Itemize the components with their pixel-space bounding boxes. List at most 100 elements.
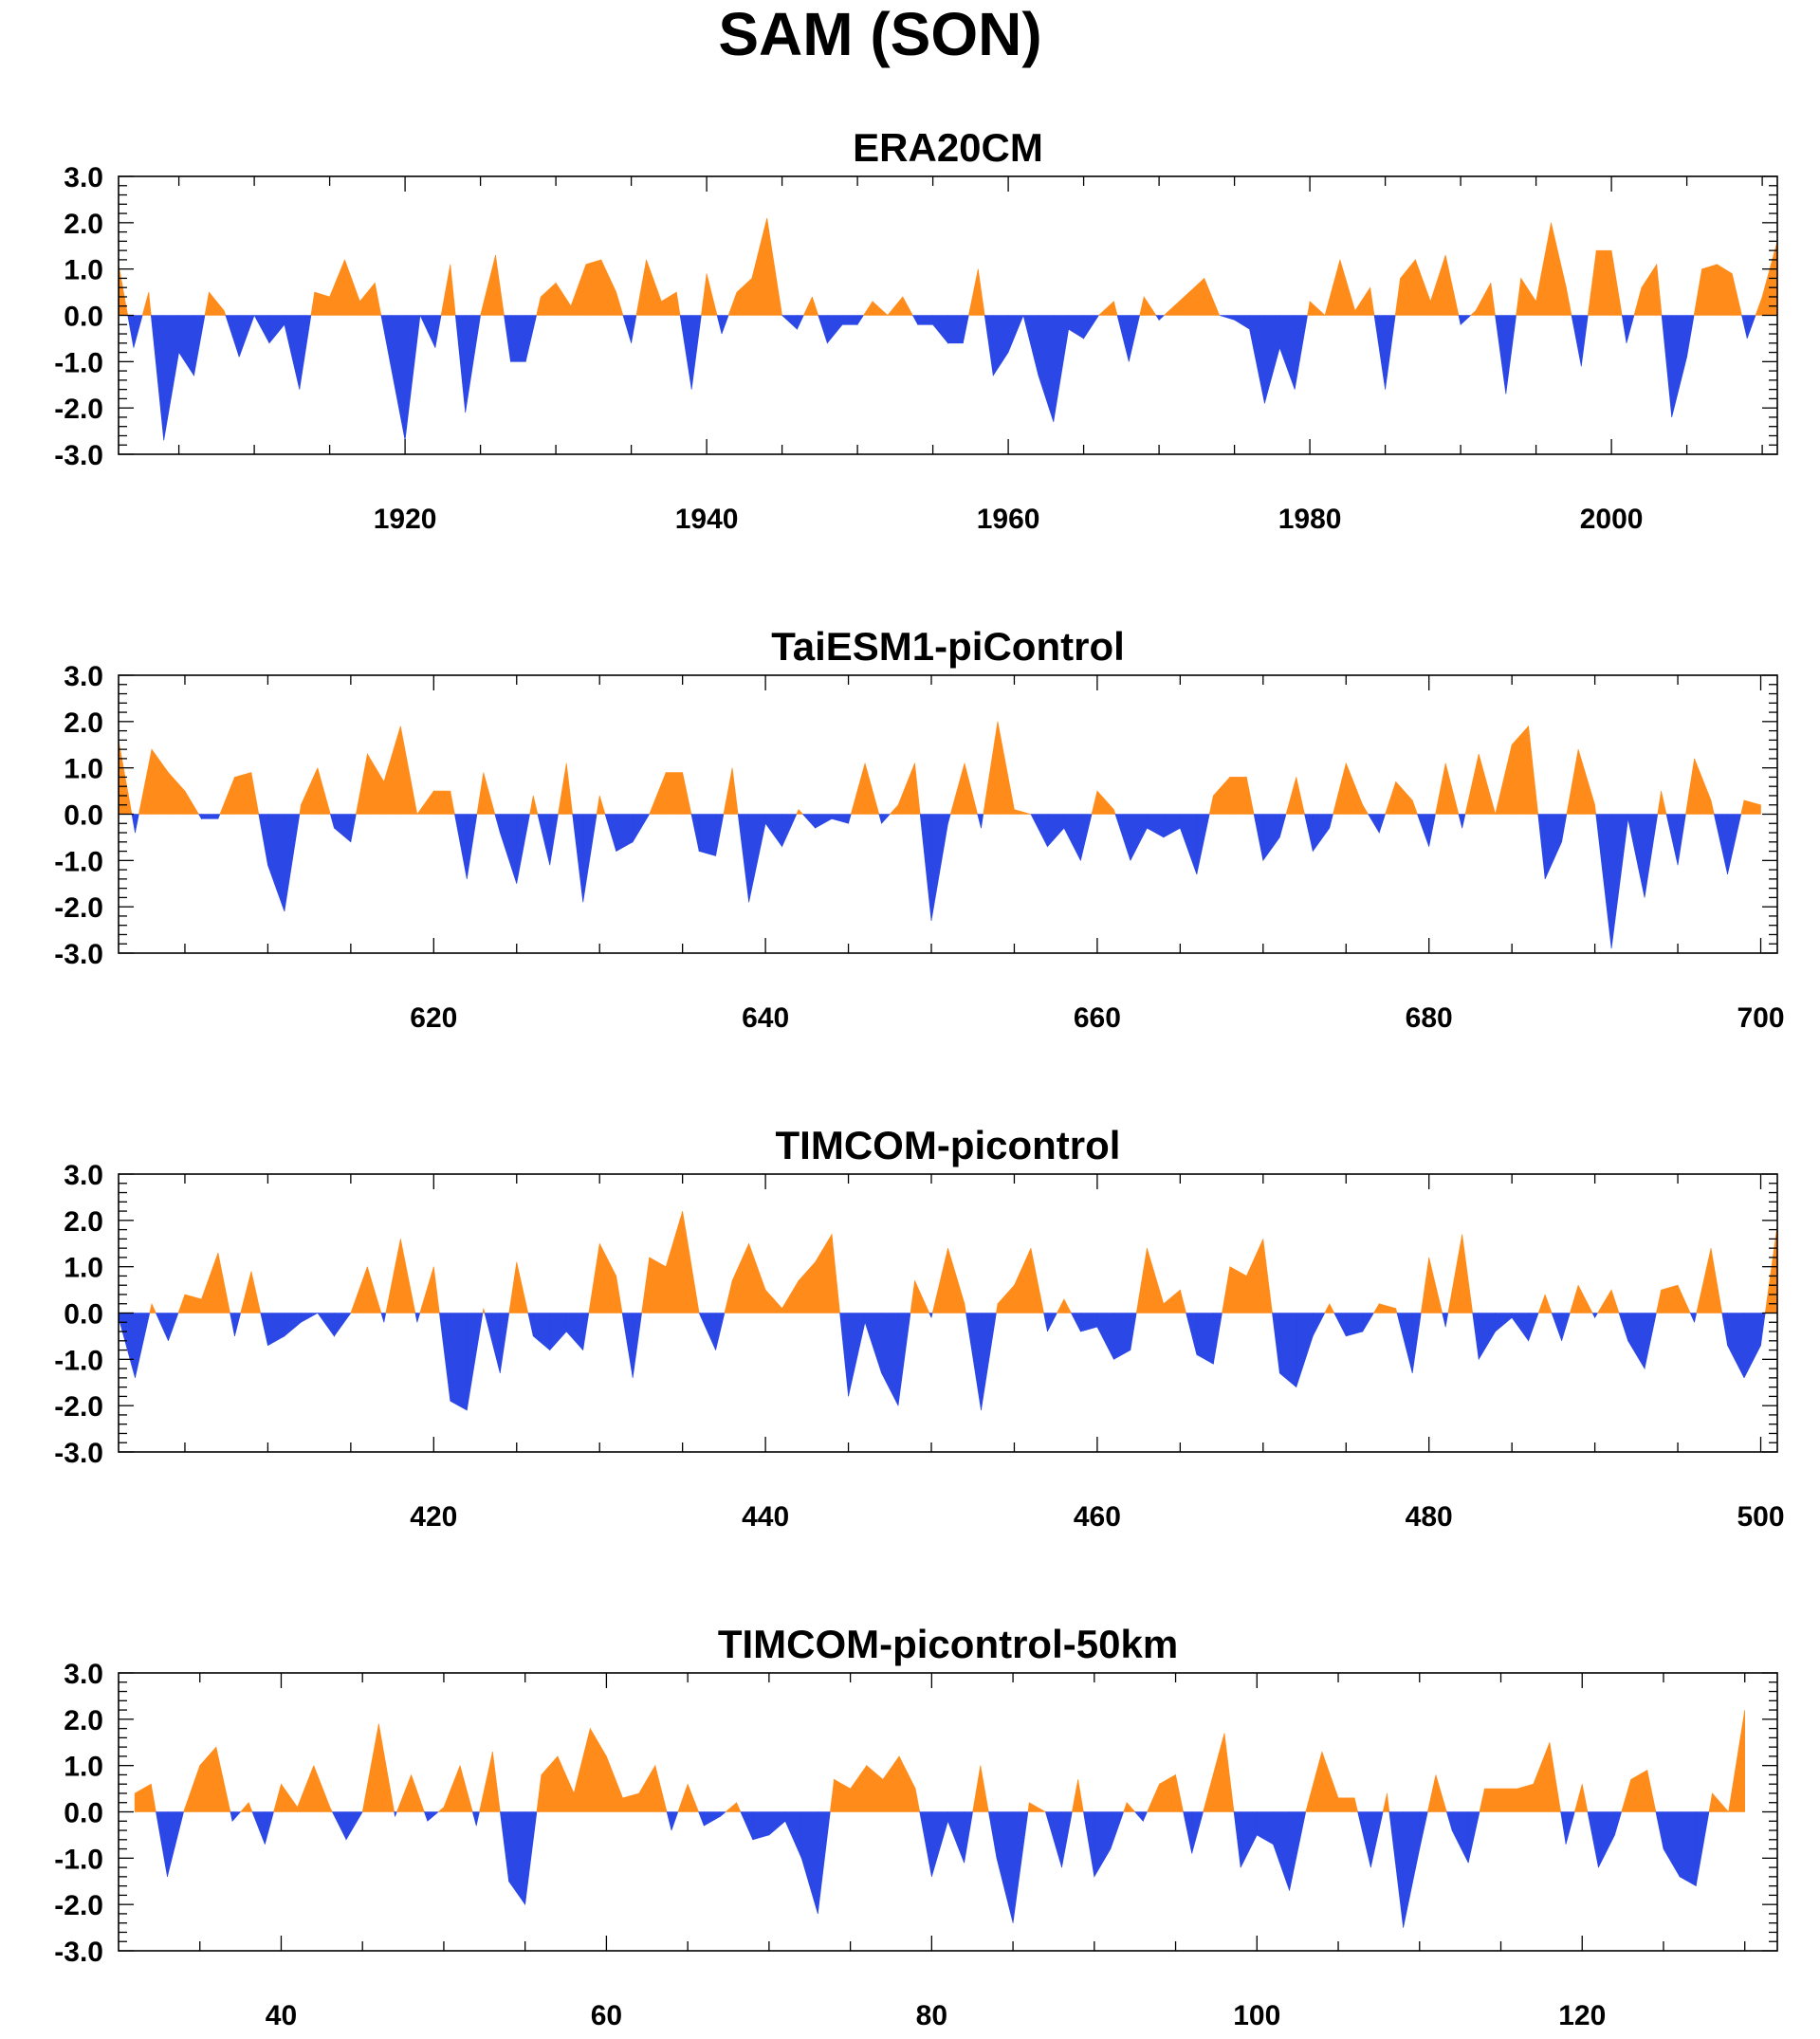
positive-area-segment bbox=[1091, 791, 1098, 815]
positive-area-segment bbox=[565, 762, 573, 815]
negative-area-segment bbox=[919, 814, 932, 921]
positive-area-segment bbox=[1305, 1751, 1323, 1812]
negative-area-segment bbox=[565, 1313, 584, 1351]
negative-area-segment bbox=[781, 315, 798, 330]
negative-area-segment bbox=[1403, 1811, 1421, 1928]
x-tick-label: 1980 bbox=[1278, 504, 1342, 535]
positive-area-segment bbox=[815, 1233, 833, 1313]
positive-area-segment bbox=[727, 291, 738, 316]
positive-area-segment bbox=[1577, 749, 1595, 815]
negative-area-segment bbox=[1289, 1811, 1307, 1891]
negative-area-segment bbox=[1591, 1313, 1595, 1318]
negative-area-segment bbox=[1743, 1313, 1761, 1379]
positive-area-segment bbox=[665, 1210, 683, 1313]
positive-area-segment bbox=[1701, 264, 1718, 316]
negative-area-segment bbox=[947, 1811, 965, 1864]
negative-area-segment bbox=[1345, 1313, 1364, 1337]
positive-area-segment bbox=[864, 762, 880, 815]
negative-area-segment bbox=[454, 814, 468, 879]
negative-area-segment bbox=[930, 1313, 933, 1318]
positive-area-segment bbox=[329, 259, 345, 316]
negative-area-segment bbox=[878, 814, 882, 824]
negative-area-segment bbox=[1186, 1313, 1198, 1355]
positive-area-segment bbox=[281, 1783, 298, 1812]
negative-area-segment bbox=[1444, 1313, 1449, 1328]
positive-area-segment bbox=[416, 790, 434, 815]
positive-area-segment bbox=[677, 1784, 689, 1812]
negative-area-segment bbox=[671, 1811, 679, 1831]
y-tick-label: 0.0 bbox=[64, 800, 103, 832]
positive-area-segment bbox=[1594, 804, 1597, 815]
negative-area-segment bbox=[484, 1313, 501, 1374]
negative-area-segment bbox=[1595, 814, 1612, 949]
negative-area-segment bbox=[800, 1811, 818, 1915]
negative-area-segment bbox=[1362, 1313, 1374, 1333]
negative-area-segment bbox=[1113, 1313, 1131, 1360]
positive-area-segment bbox=[585, 259, 602, 316]
negative-area-segment bbox=[329, 814, 335, 829]
positive-area-segment bbox=[949, 762, 965, 815]
negative-area-segment bbox=[1746, 315, 1756, 340]
positive-area-segment bbox=[1213, 776, 1231, 815]
negative-area-segment bbox=[1134, 1811, 1144, 1823]
positive-area-segment bbox=[148, 292, 152, 316]
positive-area-segment bbox=[1595, 249, 1612, 316]
negative-area-segment bbox=[1598, 1811, 1615, 1868]
positive-area-segment bbox=[118, 264, 129, 316]
panel-3: TIMCOM-picontrol 3.0 2.0 1.0 0.0 -1.0 -2.0 -3.0… bbox=[54, 1123, 1784, 1533]
positive-area-segment bbox=[622, 1792, 640, 1812]
negative-area-segment bbox=[1262, 814, 1280, 862]
positive-area-segment bbox=[495, 254, 505, 316]
positive-area-segment bbox=[641, 1257, 650, 1313]
y-tick-label: 2.0 bbox=[64, 707, 103, 739]
positive-area-segment bbox=[134, 1783, 152, 1812]
positive-area-segment bbox=[240, 1271, 252, 1313]
positive-area-segment bbox=[1382, 1792, 1388, 1812]
negative-area-segment bbox=[284, 315, 301, 390]
x-tick-label: 1960 bbox=[977, 504, 1040, 535]
positive-area-segment bbox=[433, 790, 451, 815]
positive-area-segment bbox=[541, 1755, 559, 1812]
negative-area-segment bbox=[454, 315, 467, 413]
y-tick-label: 0.0 bbox=[64, 302, 103, 333]
positive-area-segment bbox=[1581, 1784, 1589, 1812]
negative-area-segment bbox=[1130, 1313, 1137, 1350]
negative-area-segment bbox=[1695, 1811, 1710, 1886]
negative-area-segment bbox=[1621, 315, 1627, 343]
negative-area-segment bbox=[1061, 1811, 1073, 1868]
negative-area-segment bbox=[690, 814, 700, 852]
positive-area-segment bbox=[183, 1765, 201, 1812]
positive-area-segment bbox=[898, 1755, 916, 1812]
negative-area-segment bbox=[416, 1313, 421, 1323]
negative-area-segment bbox=[1279, 1313, 1297, 1388]
negative-area-segment bbox=[1038, 315, 1055, 422]
negative-area-segment bbox=[500, 1811, 509, 1882]
negative-area-segment bbox=[784, 1811, 802, 1859]
positive-area-segment bbox=[483, 1308, 486, 1313]
positive-area-segment bbox=[897, 762, 915, 815]
negative-area-segment bbox=[1472, 1313, 1480, 1360]
negative-area-segment bbox=[127, 315, 135, 348]
negative-area-segment bbox=[524, 1811, 538, 1905]
negative-area-segment bbox=[1686, 315, 1695, 358]
positive-area-segment bbox=[1596, 1288, 1612, 1313]
positive-area-segment bbox=[866, 1765, 884, 1812]
positive-area-segment bbox=[635, 259, 647, 316]
negative-area-segment bbox=[1296, 1313, 1314, 1387]
positive-area-segment bbox=[150, 1784, 156, 1812]
negative-area-segment bbox=[1665, 814, 1679, 866]
positive-area-segment bbox=[910, 1280, 915, 1313]
positive-area-segment bbox=[301, 767, 319, 815]
positive-area-segment bbox=[596, 795, 600, 815]
positive-area-segment bbox=[443, 1765, 461, 1812]
positive-area-segment bbox=[665, 772, 683, 815]
negative-area-segment bbox=[801, 814, 816, 829]
negative-area-segment bbox=[1096, 1313, 1114, 1360]
negative-area-segment bbox=[1063, 814, 1081, 861]
positive-area-segment bbox=[1385, 781, 1397, 815]
negative-area-segment bbox=[1655, 1811, 1664, 1849]
positive-area-segment bbox=[731, 1243, 749, 1313]
negative-area-segment bbox=[331, 1811, 347, 1840]
negative-area-segment bbox=[1180, 814, 1198, 875]
negative-area-segment bbox=[848, 1313, 866, 1397]
